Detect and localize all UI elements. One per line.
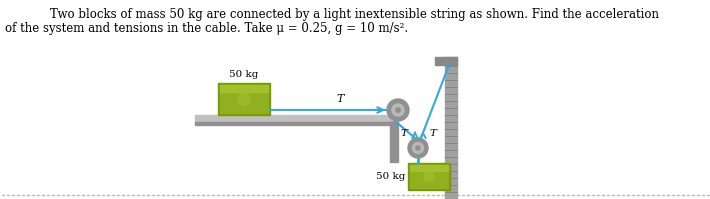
Circle shape [387, 99, 409, 121]
Text: T: T [400, 130, 407, 139]
Text: 50 kg: 50 kg [376, 172, 405, 181]
Bar [220, 85, 268, 92]
Text: T: T [429, 130, 436, 139]
Circle shape [416, 146, 420, 150]
Circle shape [392, 104, 404, 116]
Circle shape [413, 142, 423, 153]
Bar [410, 165, 448, 171]
Text: T: T [337, 94, 344, 104]
Bar [220, 85, 268, 113]
Bar [408, 163, 450, 190]
Circle shape [238, 93, 250, 105]
Text: of the system and tensions in the cable. Take μ = 0.25, g = 10 m/s².: of the system and tensions in the cable.… [5, 22, 408, 35]
Bar [195, 115, 398, 122]
Bar [435, 57, 457, 65]
Bar [195, 122, 398, 125]
Text: 50 kg: 50 kg [229, 70, 258, 79]
Text: Two blocks of mass 50 kg are connected by a light inextensible string as shown. : Two blocks of mass 50 kg are connected b… [50, 8, 660, 21]
Circle shape [424, 172, 434, 181]
Circle shape [408, 138, 428, 158]
Bar [390, 122, 398, 162]
Circle shape [395, 108, 400, 112]
Bar [445, 57, 457, 199]
Bar [218, 83, 270, 115]
Bar [410, 165, 448, 188]
